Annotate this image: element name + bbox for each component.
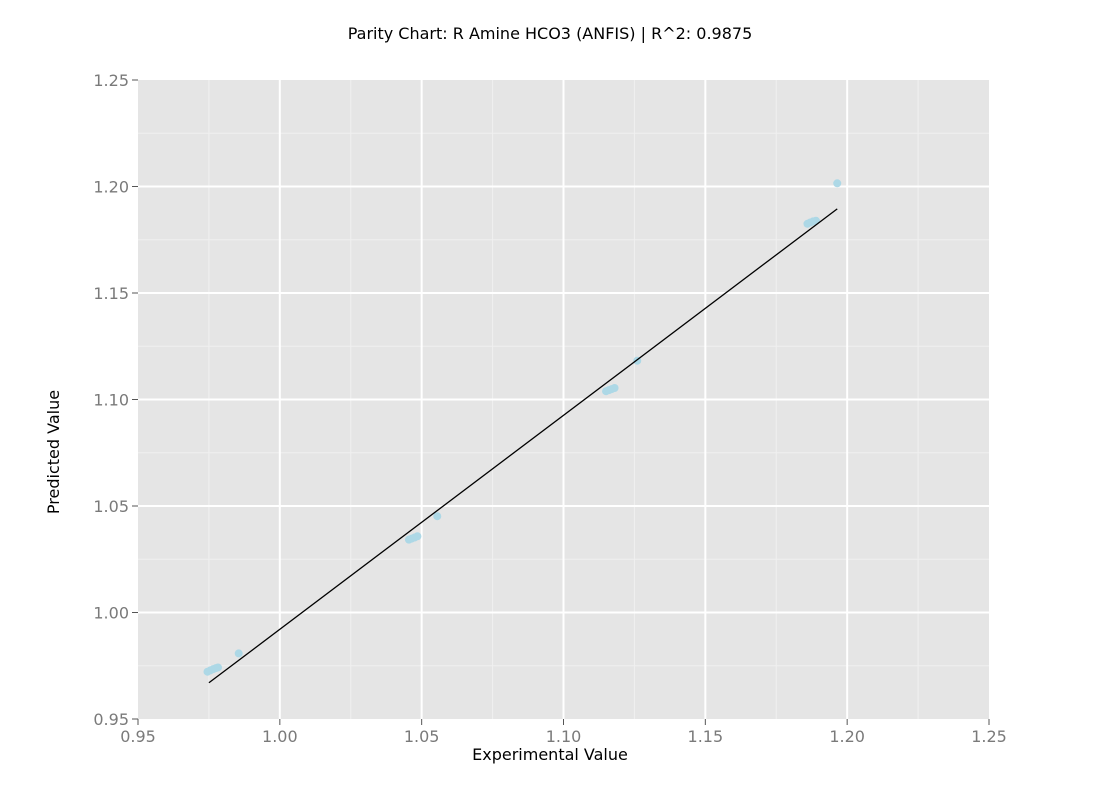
x-tick-label: 1.20 bbox=[829, 727, 865, 746]
data-points bbox=[203, 179, 842, 676]
x-tick-label: 1.15 bbox=[688, 727, 724, 746]
data-point bbox=[213, 663, 222, 672]
y-axis-label: Predicted Value bbox=[44, 390, 63, 514]
x-tick-label: 0.95 bbox=[120, 727, 156, 746]
fit-line bbox=[208, 208, 838, 684]
data-point bbox=[833, 179, 842, 188]
x-tick-labels: 0.95 1.00 1.05 1.10 1.15 1.20 1.25 bbox=[120, 727, 1007, 746]
chart-title: Parity Chart: R Amine HCO3 (ANFIS) | R^2… bbox=[348, 24, 753, 43]
x-tick-label: 1.10 bbox=[546, 727, 582, 746]
data-point bbox=[413, 532, 422, 541]
y-tick-label: 0.95 bbox=[93, 710, 129, 729]
x-axis-label: Experimental Value bbox=[472, 745, 628, 764]
y-tick-label: 1.20 bbox=[93, 178, 129, 197]
axis-ticks bbox=[132, 79, 990, 725]
major-grid bbox=[138, 80, 989, 719]
y-tick-label: 1.00 bbox=[93, 604, 129, 623]
y-tick-label: 1.10 bbox=[93, 391, 129, 410]
y-tick-labels: 0.95 1.00 1.05 1.10 1.15 1.20 1.25 bbox=[93, 71, 129, 729]
data-point bbox=[433, 512, 442, 521]
y-tick-label: 1.15 bbox=[93, 284, 129, 303]
data-point bbox=[610, 383, 619, 392]
y-tick-label: 1.05 bbox=[93, 497, 129, 516]
y-tick-label: 1.25 bbox=[93, 71, 129, 90]
x-tick-label: 1.00 bbox=[262, 727, 298, 746]
data-point bbox=[234, 649, 243, 658]
fit-line-layer bbox=[208, 208, 838, 684]
x-tick-label: 1.25 bbox=[971, 727, 1007, 746]
x-tick-label: 1.05 bbox=[404, 727, 440, 746]
